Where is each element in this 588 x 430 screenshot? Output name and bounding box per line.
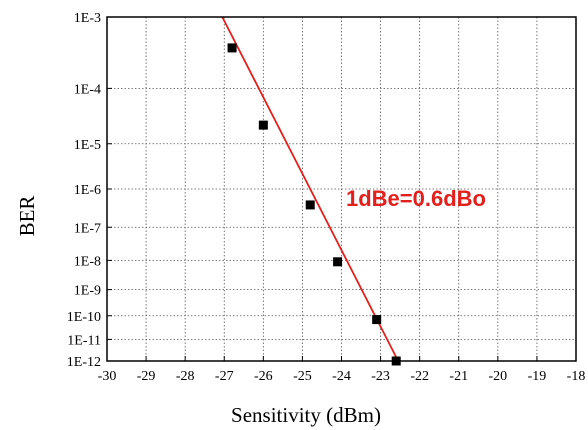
data-point xyxy=(372,315,382,325)
x-tick-label: -28 xyxy=(176,369,195,384)
fit-line xyxy=(221,16,399,362)
x-tick-label: -23 xyxy=(371,369,390,384)
x-tick-label: -19 xyxy=(528,369,547,384)
x-tick-label: -18 xyxy=(567,369,586,384)
x-axis-ticks: -30 -29 -28 -27 -26 -25 -24 -23 -22 -21 -20 -19 -18 xyxy=(98,356,586,384)
x-tick-label: -21 xyxy=(449,369,468,384)
y-tick-label: 1E-8 xyxy=(74,254,101,269)
x-axis-title: Sensitivity (dBm) xyxy=(231,403,381,427)
y-tick-label: 1E-12 xyxy=(67,355,101,370)
x-tick-label: -20 xyxy=(488,369,507,384)
y-tick-label: 1E-7 xyxy=(74,221,101,236)
y-tick-label: 1E-5 xyxy=(74,138,101,153)
y-tick-label: 1E-11 xyxy=(67,333,101,348)
y-tick-label: 1E-6 xyxy=(74,183,101,198)
data-point xyxy=(305,200,315,210)
x-tick-label: -22 xyxy=(410,369,429,384)
y-tick-label: 1E-10 xyxy=(67,310,101,325)
fit-annotation: 1dBe=0.6dBo xyxy=(346,186,486,211)
data-point xyxy=(258,120,268,130)
y-tick-label: 1E-3 xyxy=(74,11,101,26)
x-tick-label: -27 xyxy=(215,369,234,384)
y-tick-label: 1E-9 xyxy=(74,284,101,299)
grid xyxy=(107,17,576,361)
x-tick-label: -29 xyxy=(137,369,156,384)
fit-line-layer xyxy=(221,16,399,362)
y-axis-title: BER xyxy=(15,196,39,237)
x-tick-label: -24 xyxy=(332,369,351,384)
y-tick-label: 1E-4 xyxy=(74,82,101,97)
data-point xyxy=(227,43,237,53)
y-axis-ticks: 1E-3 1E-4 1E-5 1E-6 1E-7 1E-8 1E-9 1E-10 1E-11 1E… xyxy=(67,11,112,370)
x-tick-label: -30 xyxy=(98,369,117,384)
x-tick-label: -26 xyxy=(254,369,273,384)
x-tick-label: -25 xyxy=(293,369,312,384)
data-point xyxy=(333,257,343,267)
